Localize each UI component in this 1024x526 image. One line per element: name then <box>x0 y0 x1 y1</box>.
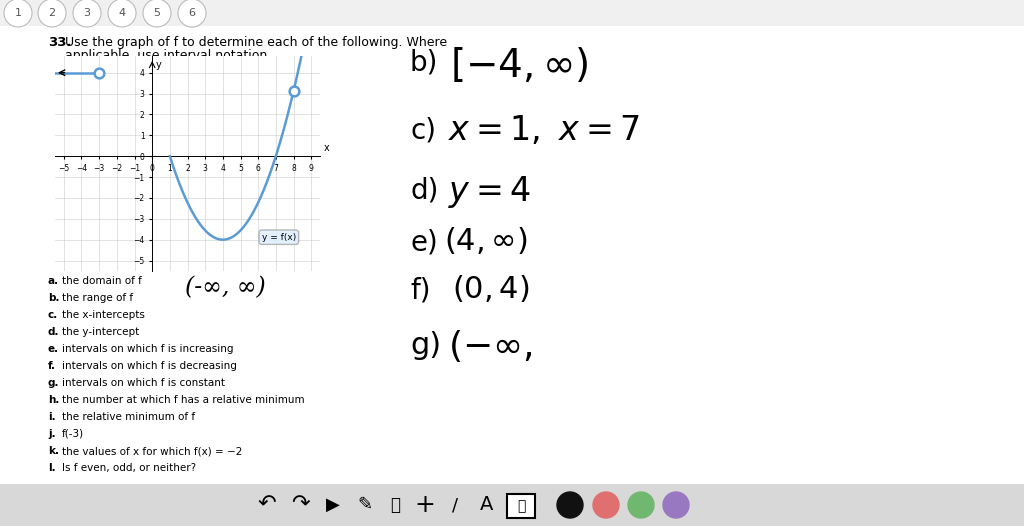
Text: 3: 3 <box>84 8 90 18</box>
Text: the values of x for which f(x) = −2: the values of x for which f(x) = −2 <box>62 446 243 456</box>
Circle shape <box>593 492 618 518</box>
Text: 4: 4 <box>119 8 126 18</box>
Text: the relative minimum of f: the relative minimum of f <box>62 412 196 422</box>
Text: the range of f: the range of f <box>62 293 133 303</box>
Circle shape <box>628 492 654 518</box>
Circle shape <box>38 0 66 27</box>
Text: 2: 2 <box>48 8 55 18</box>
Circle shape <box>143 0 171 27</box>
Text: ↶: ↶ <box>258 495 276 515</box>
Text: the x-intercepts: the x-intercepts <box>62 310 144 320</box>
Circle shape <box>73 0 101 27</box>
Text: A: A <box>480 495 494 514</box>
Text: d): d) <box>410 176 438 204</box>
Text: ⬧: ⬧ <box>390 496 400 514</box>
Text: y: y <box>156 60 162 70</box>
Text: l.: l. <box>48 463 55 473</box>
Text: intervals on which f is constant: intervals on which f is constant <box>62 378 225 388</box>
Circle shape <box>4 0 32 27</box>
Text: Use the graph of f to determine each of the following. Where: Use the graph of f to determine each of … <box>65 36 447 49</box>
Text: $(-\infty,$: $(-\infty,$ <box>449 329 532 365</box>
Text: i.: i. <box>48 412 55 422</box>
Text: +: + <box>415 493 435 517</box>
Text: ↷: ↷ <box>291 495 309 515</box>
Circle shape <box>663 492 689 518</box>
Text: a.: a. <box>48 276 59 286</box>
Text: ✎: ✎ <box>357 496 373 514</box>
Bar <box>0 484 1024 526</box>
Text: e.: e. <box>48 344 59 354</box>
Text: f): f) <box>410 276 430 304</box>
Text: $(0, 4)$: $(0, 4)$ <box>452 274 529 305</box>
Circle shape <box>557 492 583 518</box>
Text: (-∞, ∞): (-∞, ∞) <box>185 276 266 299</box>
Text: 1: 1 <box>14 8 22 18</box>
Text: c.: c. <box>48 310 58 320</box>
FancyBboxPatch shape <box>507 494 535 518</box>
Text: x: x <box>324 143 330 153</box>
Text: d.: d. <box>48 327 59 337</box>
Text: $(4, \infty)$: $(4, \infty)$ <box>444 226 527 257</box>
Text: e): e) <box>410 228 437 256</box>
Text: j.: j. <box>48 429 55 439</box>
Text: y = f(x): y = f(x) <box>262 232 296 241</box>
Text: b.: b. <box>48 293 59 303</box>
Text: /: / <box>452 496 458 514</box>
Text: $x = 1,\ x = 7$: $x = 1,\ x = 7$ <box>449 114 640 147</box>
Text: intervals on which f is increasing: intervals on which f is increasing <box>62 344 233 354</box>
Text: f(-3): f(-3) <box>62 429 84 439</box>
Circle shape <box>108 0 136 27</box>
Text: 5: 5 <box>154 8 161 18</box>
Text: Is f even, odd, or neither?: Is f even, odd, or neither? <box>62 463 197 473</box>
Text: $[-4, \infty)$: $[-4, \infty)$ <box>450 46 589 85</box>
Text: f.: f. <box>48 361 56 371</box>
Text: 6: 6 <box>188 8 196 18</box>
Text: 33.: 33. <box>48 36 72 49</box>
Text: g.: g. <box>48 378 59 388</box>
Text: $y = 4$: $y = 4$ <box>449 174 530 210</box>
Text: ⛰: ⛰ <box>517 499 525 513</box>
Text: intervals on which f is decreasing: intervals on which f is decreasing <box>62 361 237 371</box>
Circle shape <box>178 0 206 27</box>
Text: c): c) <box>410 116 436 144</box>
Text: k.: k. <box>48 446 59 456</box>
Text: ▶: ▶ <box>326 496 340 514</box>
Text: h.: h. <box>48 395 59 405</box>
Text: applicable, use interval notation.: applicable, use interval notation. <box>65 49 271 62</box>
Text: the number at which f has a relative minimum: the number at which f has a relative min… <box>62 395 304 405</box>
Text: the domain of f: the domain of f <box>62 276 142 286</box>
Text: b): b) <box>410 48 438 76</box>
Text: g): g) <box>410 331 441 360</box>
Bar <box>0 0 1024 26</box>
Text: the y-intercept: the y-intercept <box>62 327 139 337</box>
